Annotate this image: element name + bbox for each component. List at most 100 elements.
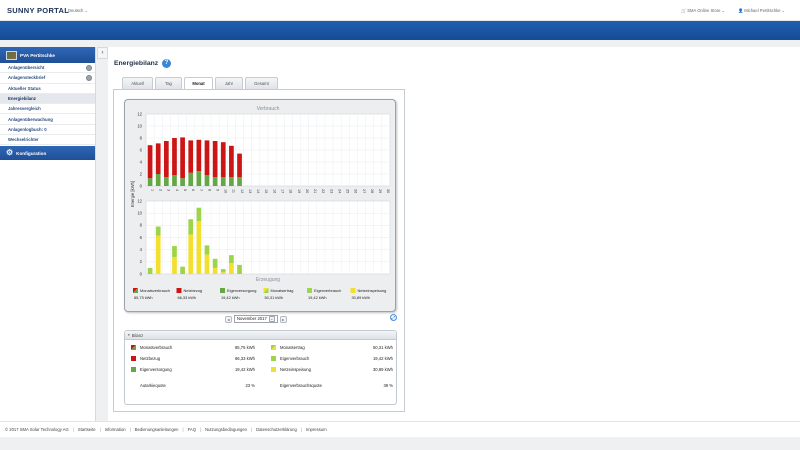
x-tick-label: 6 xyxy=(191,189,195,191)
verbrauch-y-tick-label: 0 xyxy=(140,183,143,188)
sidebar-item-anlagenuebersicht[interactable]: Anlagenübersicht xyxy=(0,63,95,74)
main-content: Energiebilanz ? Aktuell Tag Monat Jahr G… xyxy=(108,47,800,421)
fullscreen-icon[interactable]: ⤢ xyxy=(390,314,397,321)
footer-copyright: © 2017 SMA Solar Technology AG xyxy=(5,427,69,432)
x-tick-label: 18 xyxy=(289,189,293,193)
erzeugung-y-tick-label: 0 xyxy=(140,271,143,276)
footer-link-information[interactable]: Information xyxy=(104,427,126,432)
bilanz-row-monatsverbrauch: Monatsverbrauch xyxy=(131,344,172,351)
verbrauch-y-tick-label: 10 xyxy=(137,123,142,128)
footer-link-nutzungsbedingungen[interactable]: Nutzungsbedingungen xyxy=(205,427,247,432)
verbrauch-bar-eigenverbrauch xyxy=(212,177,218,186)
sidebar-item-energiebilanz[interactable]: Energiebilanz xyxy=(0,93,95,105)
erzeugung-title: Erzeugung xyxy=(256,277,280,283)
x-tick-label: 7 xyxy=(199,189,203,191)
autarkie-value: 23 % xyxy=(245,383,255,388)
verbrauch-bar-eigenverbrauch xyxy=(172,175,177,186)
footer-link-bedienungsanleitungen[interactable]: Bedienungsanleitungen xyxy=(134,427,179,432)
sidebar-item-label: Jahresvergleich xyxy=(8,106,41,112)
sidebar-item-wechselrichter[interactable]: Wechselrichter xyxy=(0,135,95,146)
erzeugung-bar-eigenverbrauch xyxy=(172,246,177,257)
erzeugung-bar-eigenverbrauch xyxy=(212,258,218,268)
bilanz-label: Eigenverbrauch xyxy=(280,356,310,361)
x-tick-label: 2 xyxy=(159,189,163,191)
erzeugung-y-tick-label: 10 xyxy=(137,211,142,216)
bilanz-value: 50,31 kWh xyxy=(372,345,393,350)
settings-icon[interactable] xyxy=(86,75,92,82)
bilanz-header[interactable]: ▾ Bilanz xyxy=(125,331,396,340)
footer-link-startseite[interactable]: Startseite xyxy=(77,427,96,432)
verbrauch-bar-eigenverbrauch xyxy=(155,174,161,186)
eigenverbrauchsquote-label: Eigenverbrauchsquote xyxy=(280,383,322,388)
legend-swatch xyxy=(176,288,182,293)
verbrauch-bar-netzbezug xyxy=(196,139,202,171)
erzeugung-y-tick-label: 8 xyxy=(140,223,143,228)
y-axis-label: Energie [kWh] xyxy=(130,181,135,207)
blue-banner xyxy=(0,21,800,40)
erzeugung-bar-netzeinspeisung xyxy=(188,234,194,274)
x-tick-label: 25 xyxy=(346,189,350,193)
bilanz-value: 66,33 kWh xyxy=(234,356,255,361)
x-tick-label: 13 xyxy=(248,189,252,193)
erzeugung-bar-eigenverbrauch xyxy=(220,269,226,273)
tab-aktuell[interactable]: Aktuell xyxy=(122,77,153,89)
online-store-link[interactable]: 🛒SMA Online Store ⌄ xyxy=(681,8,725,14)
erzeugung-bar-eigenverbrauch xyxy=(188,219,194,235)
sunny-portal-logo[interactable]: SUNNY PORTAL xyxy=(7,6,70,15)
language-selector[interactable]: Deutsch ⌄ xyxy=(68,7,89,13)
plant-name: PVA Pertitschke xyxy=(20,52,55,58)
footer-link-faq[interactable]: FAQ xyxy=(187,427,196,432)
sidebar-item-konfiguration[interactable]: ⚙ Konfiguration xyxy=(0,146,95,161)
x-tick-label: 26 xyxy=(354,189,358,193)
sidebar-item-label: Anlagenüberwachung xyxy=(8,116,53,122)
footer-link-datenschutz[interactable]: Datenschutzerklärung xyxy=(256,427,297,432)
tab-gesamt[interactable]: Gesamt xyxy=(245,77,278,89)
legend-swatch xyxy=(350,288,356,293)
period-tabs: Aktuell Tag Monat Jahr Gesamt xyxy=(122,77,280,89)
verbrauch-bar-netzbezug xyxy=(172,138,177,176)
collapse-sidebar-button[interactable]: ‹ xyxy=(97,47,108,59)
x-tick-label: 21 xyxy=(313,189,317,193)
verbrauch-bar-eigenverbrauch xyxy=(204,175,210,186)
page-title: Energiebilanz xyxy=(114,60,159,67)
erzeugung-bar-eigenverbrauch xyxy=(147,267,153,274)
footer: © 2017 SMA Solar Technology AG | Startsei… xyxy=(0,421,800,437)
legend-label: Monatsverbrauch xyxy=(140,288,170,293)
sidebar-item-label: Aktueller Status xyxy=(8,85,41,91)
user-name: Michael Pertitschke ⌄ xyxy=(744,7,786,13)
legend-label: Netzeinspeisung xyxy=(358,288,387,293)
sidebar-item-anlagenueberwachung[interactable]: Anlagenüberwachung xyxy=(0,114,95,125)
erzeugung-bar-eigenverbrauch xyxy=(229,255,234,264)
help-icon[interactable]: ? xyxy=(162,59,171,68)
user-icon: 👤 xyxy=(738,7,744,13)
tab-jahr[interactable]: Jahr xyxy=(215,77,243,89)
bilanz-title: Bilanz xyxy=(131,332,144,338)
sidebar-item-label: Anlagenlogbuch: 0 xyxy=(8,126,47,132)
erzeugung-bar-eigenverbrauch xyxy=(155,226,161,236)
sidebar-item-jahresvergleich[interactable]: Jahresvergleich xyxy=(0,104,95,115)
settings-icon[interactable] xyxy=(86,65,92,71)
sidebar-item-aktueller-status[interactable]: Aktueller Status xyxy=(0,83,95,94)
sidebar-item-label: Energiebilanz xyxy=(8,96,36,102)
x-tick-label: 4 xyxy=(175,189,179,191)
sidebar-item-anlagenlogbuch[interactable]: Anlagenlogbuch: 0 xyxy=(0,124,95,136)
tab-tag[interactable]: Tag xyxy=(155,77,182,89)
x-tick-label: 8 xyxy=(207,189,211,191)
erzeugung-bar-netzeinspeisung xyxy=(220,272,226,274)
verbrauch-bar-netzbezug xyxy=(155,143,161,174)
next-month-button[interactable]: ▸ xyxy=(279,315,287,323)
tab-monat[interactable]: Monat xyxy=(184,77,213,89)
prev-month-button[interactable]: ◂ xyxy=(225,315,232,323)
verbrauch-y-tick-label: 6 xyxy=(140,147,143,152)
sidebar-item-anlagensteckbrief[interactable]: Anlagensteckbrief xyxy=(0,73,95,84)
eigenversorgung-swatch xyxy=(131,367,136,372)
user-menu[interactable]: 👤Michael Pertitschke ⌄ xyxy=(738,8,785,14)
plant-header[interactable]: PVA Pertitschke xyxy=(0,47,95,63)
verbrauch-y-tick-label: 2 xyxy=(140,171,143,176)
month-select[interactable]: November 2017 ⌄ xyxy=(234,315,278,323)
footer-link-impressum[interactable]: Impressum xyxy=(305,427,327,432)
x-tick-label: 12 xyxy=(240,189,244,193)
verbrauch-bar-eigenverbrauch xyxy=(220,177,226,186)
erzeugung-bar-eigenverbrauch xyxy=(180,266,185,274)
bilanz-row-netzeinspeisung: Netzeinspeisung xyxy=(271,366,311,373)
